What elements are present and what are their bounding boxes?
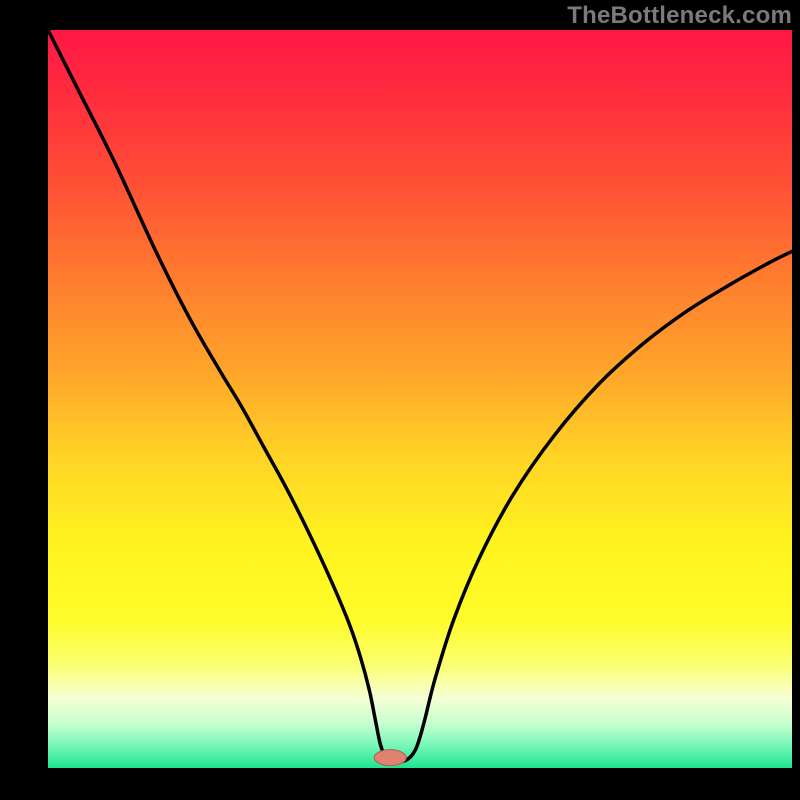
plot-background (48, 30, 792, 768)
bottleneck-chart (0, 0, 800, 800)
watermark-text: TheBottleneck.com (567, 2, 792, 30)
valley-marker (374, 750, 406, 766)
chart-stage: TheBottleneck.com (0, 0, 800, 800)
